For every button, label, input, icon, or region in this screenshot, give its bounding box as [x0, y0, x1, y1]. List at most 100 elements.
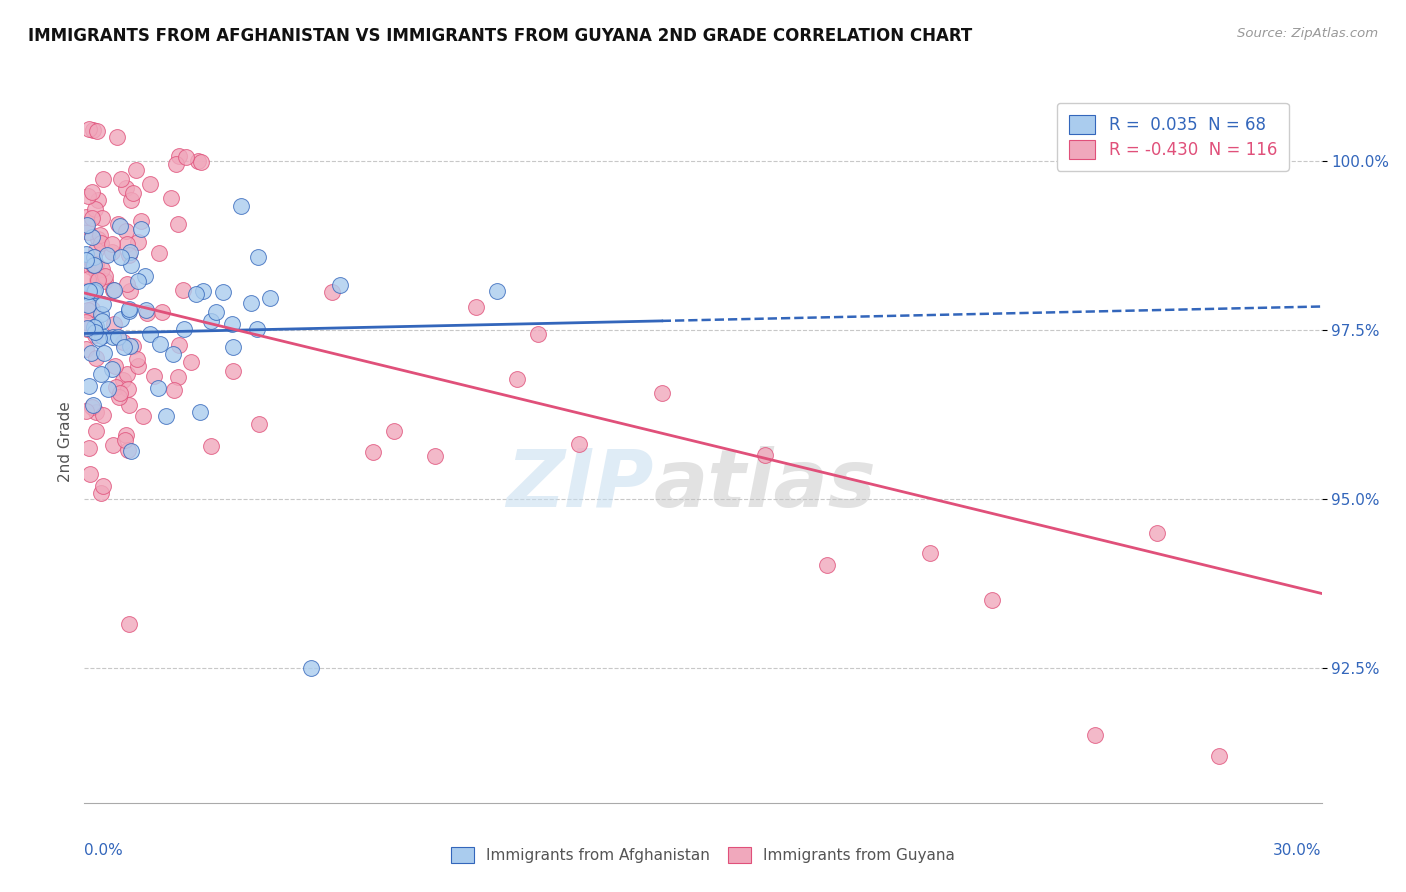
Point [91, 171, 114, 186]
Point [111, 335, 134, 350]
Point [93, 479, 115, 493]
Point [114, 427, 136, 442]
Point [167, 369, 190, 384]
Point [91, 297, 114, 311]
Point [101, 330, 124, 344]
Point [122, 186, 145, 200]
Point [75, 219, 97, 233]
Point [107, 217, 129, 231]
Point [77, 121, 100, 136]
Point [382, 424, 405, 438]
Point [222, 364, 245, 378]
Point [80, 400, 103, 414]
Point [91, 328, 114, 343]
Point [118, 301, 141, 316]
Point [1146, 525, 1168, 540]
Point [155, 409, 177, 424]
Point [200, 439, 222, 453]
Point [87, 273, 110, 287]
Point [120, 443, 142, 458]
Point [77, 379, 100, 393]
Point [247, 417, 270, 431]
Point [112, 373, 135, 387]
Point [135, 306, 157, 320]
Point [173, 322, 195, 336]
Text: IMMIGRANTS FROM AFGHANISTAN VS IMMIGRANTS FROM GUYANA 2ND GRADE CORRELATION CHAR: IMMIGRANTS FROM AFGHANISTAN VS IMMIGRANT… [28, 27, 973, 45]
Point [118, 245, 141, 260]
Point [118, 304, 141, 318]
Point [299, 661, 322, 675]
Point [117, 617, 139, 632]
Point [115, 367, 138, 381]
Point [93, 346, 115, 360]
Point [75, 284, 97, 298]
Point [148, 245, 170, 260]
Y-axis label: 2nd Grade: 2nd Grade [58, 401, 73, 482]
Point [90, 211, 112, 226]
Point [84, 319, 107, 334]
Point [120, 258, 142, 272]
Point [134, 268, 156, 283]
Text: atlas: atlas [654, 446, 876, 524]
Point [79, 284, 101, 298]
Point [84, 424, 107, 438]
Point [138, 326, 160, 341]
Point [80, 185, 103, 199]
Point [90, 486, 112, 500]
Point [83, 250, 105, 264]
Point [167, 217, 190, 231]
Point [980, 593, 1002, 607]
Point [103, 317, 125, 331]
Point [361, 445, 384, 459]
Point [107, 329, 129, 343]
Point [101, 237, 124, 252]
Point [138, 178, 160, 192]
Point [76, 321, 98, 335]
Point [222, 340, 245, 354]
Point [79, 467, 101, 481]
Point [108, 219, 131, 234]
Point [84, 257, 107, 271]
Point [84, 263, 107, 277]
Point [84, 351, 107, 365]
Point [115, 277, 138, 291]
Point [184, 287, 207, 301]
Point [165, 157, 187, 171]
Text: ZIP: ZIP [506, 446, 654, 524]
Point [114, 181, 136, 195]
Point [101, 438, 124, 452]
Point [97, 383, 120, 397]
Point [82, 211, 104, 226]
Point [129, 214, 152, 228]
Point [160, 191, 183, 205]
Point [90, 368, 112, 382]
Point [321, 285, 343, 299]
Point [108, 390, 131, 404]
Point [84, 243, 107, 257]
Text: 30.0%: 30.0% [1274, 843, 1322, 857]
Point [83, 258, 105, 272]
Point [180, 355, 202, 369]
Point [75, 315, 97, 329]
Point [200, 314, 222, 328]
Point [568, 437, 591, 451]
Point [118, 398, 141, 412]
Point [127, 235, 149, 249]
Point [132, 409, 155, 423]
Point [149, 336, 172, 351]
Point [82, 123, 104, 137]
Point [91, 262, 114, 277]
Point [105, 130, 128, 145]
Point [91, 408, 114, 422]
Point [127, 275, 149, 289]
Point [83, 320, 105, 334]
Point [212, 285, 235, 299]
Point [76, 219, 98, 233]
Point [143, 368, 166, 383]
Point [82, 398, 104, 412]
Point [110, 312, 132, 326]
Text: 0.0%: 0.0% [84, 843, 124, 857]
Point [527, 327, 550, 342]
Text: Source: ZipAtlas.com: Source: ZipAtlas.com [1237, 27, 1378, 40]
Point [190, 154, 212, 169]
